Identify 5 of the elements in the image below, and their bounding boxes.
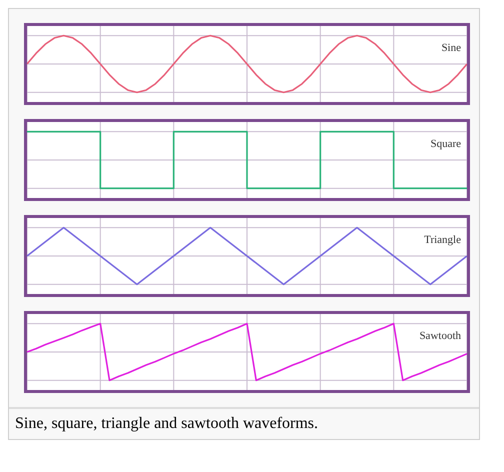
text: Sine, square, triangle and sawtooth waveforms. xyxy=(15,415,320,433)
series-label: Sawtooth xyxy=(419,330,461,342)
series-label: Triangle xyxy=(424,234,461,246)
series-label: Sine xyxy=(441,42,461,54)
text: Square xyxy=(430,138,461,150)
